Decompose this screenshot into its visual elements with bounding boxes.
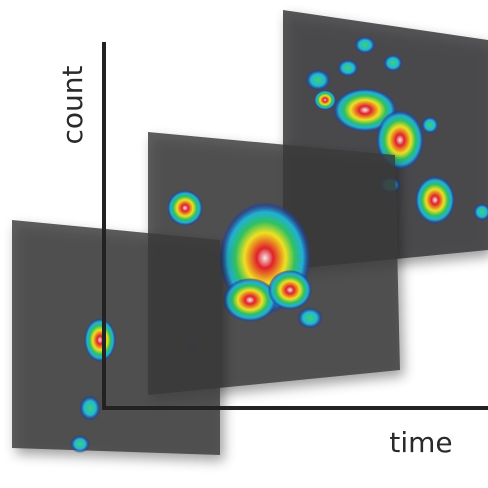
axes: count time (56, 42, 488, 459)
y-axis-label: count (56, 65, 89, 144)
x-axis-label: time (389, 426, 452, 459)
blobs-front (70, 318, 116, 453)
panels (12, 10, 488, 455)
blobs-middle (167, 190, 323, 354)
panel-front (12, 220, 220, 455)
